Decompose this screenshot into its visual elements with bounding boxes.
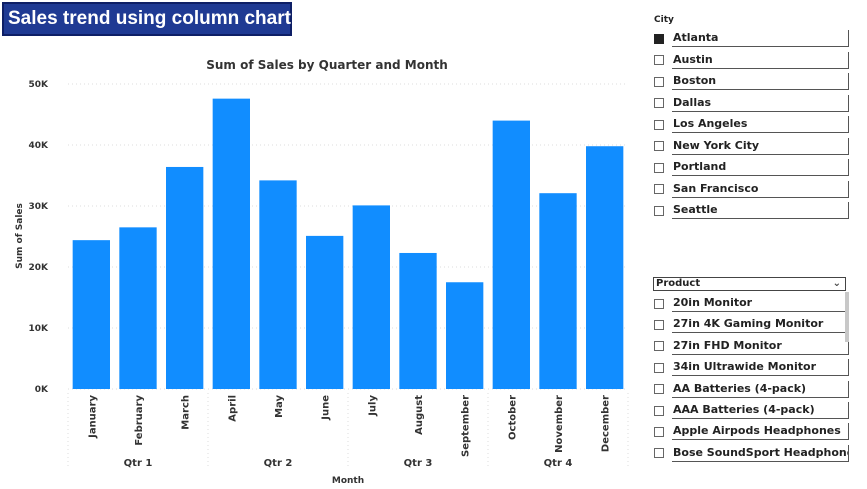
x-tick-label: August: [414, 395, 425, 435]
checkbox[interactable]: [654, 362, 664, 373]
quarter-label: Qtr 1: [124, 458, 153, 469]
product-item[interactable]: Apple Airpods Headphones: [654, 423, 849, 441]
city-item-label: New York City: [672, 137, 849, 155]
product-item[interactable]: 34in Ultrawide Monitor: [654, 359, 849, 377]
city-item[interactable]: Seattle: [654, 202, 849, 219]
product-item[interactable]: AAA Batteries (4-pack): [654, 402, 849, 419]
checkbox[interactable]: [654, 55, 664, 65]
bar-january: [72, 240, 110, 389]
city-item-label: Los Angeles: [672, 116, 849, 133]
x-axis-label: Month: [332, 476, 364, 486]
city-item[interactable]: Austin: [654, 51, 849, 69]
product-item[interactable]: AA Batteries (4-pack): [654, 380, 849, 398]
product-item-label: 34in Ultrawide Monitor: [672, 359, 849, 377]
quarter-label: Qtr 4: [544, 458, 573, 469]
checkbox[interactable]: [654, 184, 664, 194]
product-item-label: AAA Batteries (4-pack): [672, 402, 849, 419]
x-tick-label: November: [554, 395, 565, 453]
y-tick-label: 10K: [29, 324, 50, 334]
product-item-label: 27in 4K Gaming Monitor: [672, 316, 849, 334]
city-item-label: Dallas: [672, 94, 849, 112]
city-item-label: San Francisco: [672, 180, 849, 198]
city-item[interactable]: Boston: [654, 73, 849, 90]
checkbox[interactable]: [654, 384, 664, 395]
product-item[interactable]: Bose SoundSport Headphones: [654, 444, 849, 462]
city-item[interactable]: Los Angeles: [654, 116, 849, 133]
checkbox[interactable]: [654, 33, 664, 44]
product-item[interactable]: 20in Monitor: [654, 295, 849, 312]
product-item-label: 27in FHD Monitor: [672, 337, 849, 355]
checkbox[interactable]: [654, 76, 664, 87]
x-tick-label: February: [134, 395, 145, 446]
x-tick-label: March: [181, 395, 192, 430]
product-item-label: Apple Airpods Headphones: [672, 423, 849, 441]
x-tick-label: January: [87, 395, 98, 439]
product-item[interactable]: 27in 4K Gaming Monitor: [654, 316, 849, 334]
chevron-down-icon[interactable]: ⌄: [832, 278, 841, 289]
bar-march: [166, 166, 204, 389]
bar-november: [539, 193, 577, 389]
x-tick-label: December: [601, 395, 612, 452]
x-tick-label: May: [274, 395, 285, 418]
city-item-label: Seattle: [672, 202, 849, 219]
x-tick-label: June: [321, 395, 332, 421]
x-tick-label: October: [507, 395, 518, 440]
y-axis-label: Sum of Sales: [15, 203, 25, 269]
quarter-label: Qtr 3: [404, 458, 433, 469]
checkbox[interactable]: [654, 141, 664, 151]
page-title-banner: Sales trend using column chart: [2, 2, 292, 36]
checkbox[interactable]: [654, 162, 664, 173]
checkbox[interactable]: [654, 205, 664, 216]
product-item-label: AA Batteries (4-pack): [672, 380, 849, 398]
product-item[interactable]: 27in FHD Monitor: [654, 337, 849, 355]
checkbox[interactable]: [654, 119, 664, 130]
city-item[interactable]: Atlanta: [654, 30, 849, 47]
bar-december: [586, 146, 624, 389]
quarter-label: Qtr 2: [264, 458, 293, 469]
page-title: Sales trend using column chart: [8, 8, 291, 29]
city-item-label: Austin: [672, 51, 849, 69]
bar-september: [446, 282, 484, 389]
checkbox[interactable]: [654, 298, 664, 309]
product-slicer-dropdown[interactable]: Product ⌄: [653, 277, 846, 291]
checkbox[interactable]: [654, 319, 664, 330]
product-slicer-title: Product: [656, 278, 701, 289]
y-tick-label: 20K: [29, 263, 50, 273]
bar-april: [212, 98, 250, 389]
checkbox[interactable]: [654, 426, 664, 437]
city-slicer-title: City: [654, 15, 674, 25]
checkbox[interactable]: [654, 98, 664, 108]
x-tick-label: July: [367, 395, 378, 417]
x-tick-label: September: [461, 395, 472, 457]
city-item[interactable]: New York City: [654, 137, 849, 155]
checkbox[interactable]: [654, 341, 664, 352]
product-item-label: 20in Monitor: [672, 295, 849, 312]
city-item-label: Boston: [672, 73, 849, 90]
x-tick-label: April: [227, 395, 238, 422]
bar-february: [119, 227, 157, 389]
y-tick-label: 50K: [29, 80, 50, 90]
y-tick-label: 0K: [35, 385, 49, 395]
city-item-label: Atlanta: [672, 30, 849, 47]
city-item[interactable]: San Francisco: [654, 180, 849, 198]
product-item-label: Bose SoundSport Headphones: [672, 444, 849, 462]
bar-june: [306, 235, 344, 389]
y-tick-label: 30K: [29, 202, 50, 212]
product-slicer-scrollbar[interactable]: [845, 292, 849, 342]
city-item[interactable]: Portland: [654, 159, 849, 176]
city-item[interactable]: Dallas: [654, 94, 849, 112]
bar-july: [352, 205, 390, 389]
checkbox[interactable]: [654, 405, 664, 416]
bar-october: [492, 120, 530, 389]
checkbox[interactable]: [654, 448, 664, 459]
city-item-label: Portland: [672, 159, 849, 176]
bar-august: [399, 252, 437, 389]
chart-title: Sum of Sales by Quarter and Month: [206, 58, 448, 72]
y-tick-label: 40K: [29, 141, 50, 151]
sales-column-chart[interactable]: Sum of Sales by Quarter and Month Sum of …: [0, 40, 640, 489]
bar-may: [259, 180, 297, 389]
chart-canvas: Sum of Sales by Quarter and Month Sum of …: [15, 58, 629, 486]
